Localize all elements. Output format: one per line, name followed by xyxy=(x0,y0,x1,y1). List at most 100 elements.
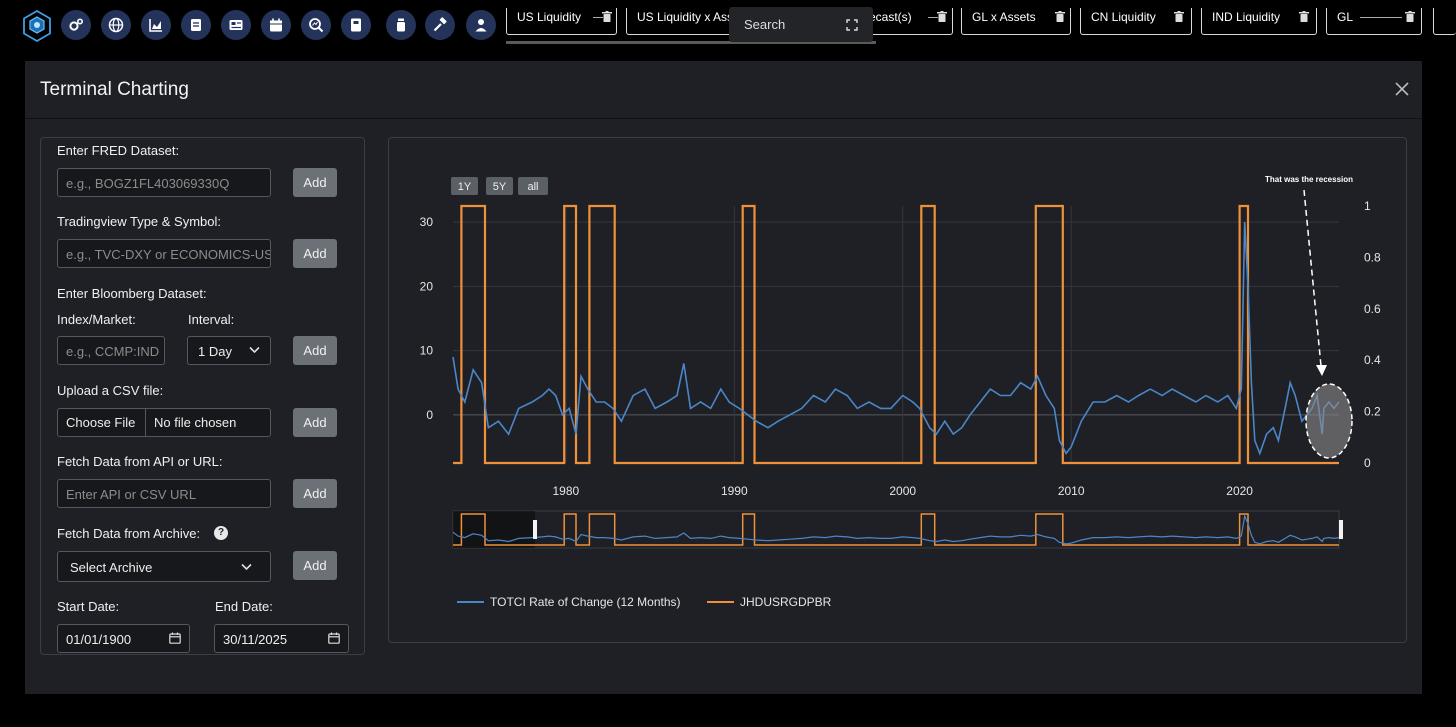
legend-label: JHDUSRGDPBR xyxy=(740,595,832,609)
globe-icon[interactable] xyxy=(101,10,131,40)
jar-icon[interactable] xyxy=(386,10,416,40)
add-tradingview-button[interactable]: Add xyxy=(293,239,337,268)
archive-value: Select Archive xyxy=(70,560,153,575)
range-button-bg xyxy=(518,177,548,195)
rate-of-change-series xyxy=(452,222,1340,456)
trash-icon[interactable] xyxy=(1405,11,1415,22)
y-right-tick-label: 0.4 xyxy=(1364,353,1381,367)
archive-select[interactable]: Select Archive xyxy=(57,551,271,582)
search-button[interactable]: Search xyxy=(729,7,873,42)
end-date-value: 30/11/2025 xyxy=(223,632,288,647)
y-right-tick-label: 0.2 xyxy=(1364,405,1381,419)
top-toolbar: US Liquidity US Liquidity x Assets Forec… xyxy=(0,0,1456,52)
index-market-input[interactable]: e.g., CCMP:IND xyxy=(57,336,165,365)
tab-divider xyxy=(593,17,603,18)
tab-label: Forecast(s) xyxy=(861,10,912,24)
api-url-input[interactable]: Enter API or CSV URL xyxy=(57,479,271,508)
legend-item-recession[interactable]: JHDUSRGDPBR xyxy=(707,595,832,609)
tab-label: CN Liquidity xyxy=(1091,10,1156,24)
workspace-tab-gl-x-assets[interactable]: GL x Assets xyxy=(961,8,1071,35)
chart-panel: 0 10 20 30 1980 1990 2000 2010 2020 0 0.2 0.4 0.6 0.8… xyxy=(388,137,1407,643)
help-icon[interactable]: ? xyxy=(214,526,228,540)
range-button-5y[interactable]: 5Y xyxy=(486,177,513,195)
settings-gears-icon[interactable] xyxy=(61,10,91,40)
recession-line xyxy=(453,204,1339,465)
trash-icon[interactable] xyxy=(937,11,947,22)
tab-divider xyxy=(928,17,938,18)
calendar-icon[interactable] xyxy=(261,10,291,40)
index-market-label: Index/Market: xyxy=(57,312,136,327)
chevron-down-icon xyxy=(249,346,260,354)
range-button-1y[interactable]: 1Y xyxy=(451,177,478,195)
add-bloomberg-button[interactable]: Add xyxy=(293,336,337,365)
annotation-arrow xyxy=(1303,189,1322,367)
start-date-input[interactable]: 01/01/1900 xyxy=(57,624,190,653)
legend-item-rate[interactable]: TOTCI Rate of Change (12 Months) xyxy=(457,595,681,609)
y-right-tick-label: 0.6 xyxy=(1364,302,1381,316)
range-button-label: 5Y xyxy=(493,181,507,193)
news-icon[interactable] xyxy=(221,10,251,40)
tradingview-label: Tradingview Type & Symbol: xyxy=(57,214,222,229)
end-date-label: End Date: xyxy=(215,599,273,614)
workspace-tab-us-liquidity[interactable]: US Liquidity xyxy=(506,8,617,35)
legend-label: TOTCI Rate of Change (12 Months) xyxy=(490,595,681,609)
fred-input[interactable]: e.g., BOGZ1FL403069330Q xyxy=(57,168,271,197)
y-right-tick-label: 0.8 xyxy=(1364,250,1381,264)
range-selector[interactable]: 1Y 5Y all xyxy=(451,177,548,195)
book-icon[interactable] xyxy=(341,10,371,40)
range-slider[interactable] xyxy=(452,510,1343,549)
expand-icon xyxy=(846,19,858,31)
workspace-tab-forecasts[interactable]: Forecast(s) xyxy=(860,8,953,35)
choose-file-button[interactable]: Choose File xyxy=(58,409,146,436)
recession-annotation: That was the recession xyxy=(1265,175,1353,459)
interval-select[interactable]: 1 Day xyxy=(187,336,271,365)
workspace-tab-cn-liquidity[interactable]: CN Liquidity xyxy=(1080,8,1192,35)
workspace-tab-overflow[interactable] xyxy=(1433,8,1456,35)
active-tab-indicator xyxy=(506,41,876,44)
tab-label: GL x Assets xyxy=(972,10,1036,24)
area-chart-icon[interactable] xyxy=(141,10,171,40)
add-csv-button[interactable]: Add xyxy=(293,408,337,437)
add-fred-button[interactable]: Add xyxy=(293,168,337,197)
trash-icon[interactable] xyxy=(1299,11,1309,22)
slider-background xyxy=(452,510,1340,549)
trash-icon[interactable] xyxy=(1055,11,1065,22)
annotation-arrowhead xyxy=(1316,365,1327,376)
modal-title: Terminal Charting xyxy=(40,79,189,100)
end-date-input[interactable]: 30/11/2025 xyxy=(214,624,349,653)
document-icon[interactable] xyxy=(181,10,211,40)
chevron-down-icon xyxy=(241,563,252,571)
close-icon[interactable] xyxy=(1394,81,1410,97)
trash-icon[interactable] xyxy=(1174,11,1184,22)
tab-label: US Liquidity xyxy=(517,10,582,24)
x-tick-label: 1980 xyxy=(553,484,580,498)
tab-divider xyxy=(1360,17,1402,18)
slider-recession-line xyxy=(453,513,1339,546)
workspace-tab-ind-liquidity[interactable]: IND Liquidity xyxy=(1201,8,1317,35)
logo-icon[interactable] xyxy=(20,9,54,43)
slider-handle-left[interactable] xyxy=(533,520,537,539)
csv-file-input[interactable]: Choose File No file chosen xyxy=(57,408,271,437)
search-chart-icon[interactable] xyxy=(301,10,331,40)
y-left-tick-label: 10 xyxy=(420,344,434,358)
add-api-button[interactable]: Add xyxy=(293,479,337,508)
user-icon[interactable] xyxy=(466,10,496,40)
tradingview-input[interactable]: e.g., TVC-DXY or ECONOMICS-USGDP xyxy=(57,239,271,268)
workspace-tab-us-liquidity-x-assets[interactable]: US Liquidity x Assets xyxy=(626,8,734,35)
add-archive-button[interactable]: Add xyxy=(293,551,337,580)
chart-grid xyxy=(453,206,1339,463)
trash-icon[interactable] xyxy=(602,11,612,22)
slider-handle-right[interactable] xyxy=(1339,520,1343,539)
range-button-bg xyxy=(451,177,478,195)
chart-legend[interactable]: TOTCI Rate of Change (12 Months) JHDUSRGD… xyxy=(457,595,832,609)
range-button-all[interactable]: all xyxy=(518,177,548,195)
workspace-tab-gl[interactable]: GL xyxy=(1326,8,1422,35)
tab-label: US Liquidity x Assets xyxy=(637,10,734,24)
calendar-icon[interactable] xyxy=(328,632,340,644)
y-left-tick-label: 20 xyxy=(420,279,434,293)
hammer-icon[interactable] xyxy=(425,10,455,40)
chart-canvas[interactable]: 0 10 20 30 1980 1990 2000 2010 2020 0 0.2 0.4 0.6 0.8… xyxy=(389,138,1406,642)
tab-label: GL xyxy=(1337,10,1354,24)
calendar-icon[interactable] xyxy=(169,632,181,644)
highlight-ellipse xyxy=(1305,383,1353,459)
